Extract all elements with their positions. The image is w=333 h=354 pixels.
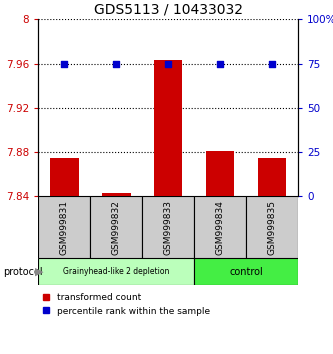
Point [166,61,171,67]
Bar [142,196,194,258]
Text: GSM999835: GSM999835 [267,200,277,255]
Text: GSM999832: GSM999832 [112,200,121,255]
Point [114,61,119,67]
Text: control: control [229,267,263,277]
Legend: transformed count, percentile rank within the sample: transformed count, percentile rank withi… [43,293,210,315]
Text: Grainyhead-like 2 depletion: Grainyhead-like 2 depletion [63,267,169,276]
Text: ▶: ▶ [35,267,43,277]
Bar [38,196,90,258]
Text: GSM999833: GSM999833 [164,200,173,255]
Bar [194,258,298,285]
Point [269,61,275,67]
Bar [90,196,142,258]
Point [62,61,67,67]
Text: protocol: protocol [3,267,43,277]
Bar [206,151,234,196]
Point [217,61,223,67]
Bar [246,196,298,258]
Text: GSM999831: GSM999831 [60,200,69,255]
Bar [194,196,246,258]
Title: GDS5113 / 10433032: GDS5113 / 10433032 [94,3,243,17]
Bar [38,258,194,285]
Bar [258,158,286,196]
Bar [50,158,79,196]
Text: GSM999834: GSM999834 [215,200,225,255]
Bar [154,61,182,196]
Bar [102,193,131,196]
